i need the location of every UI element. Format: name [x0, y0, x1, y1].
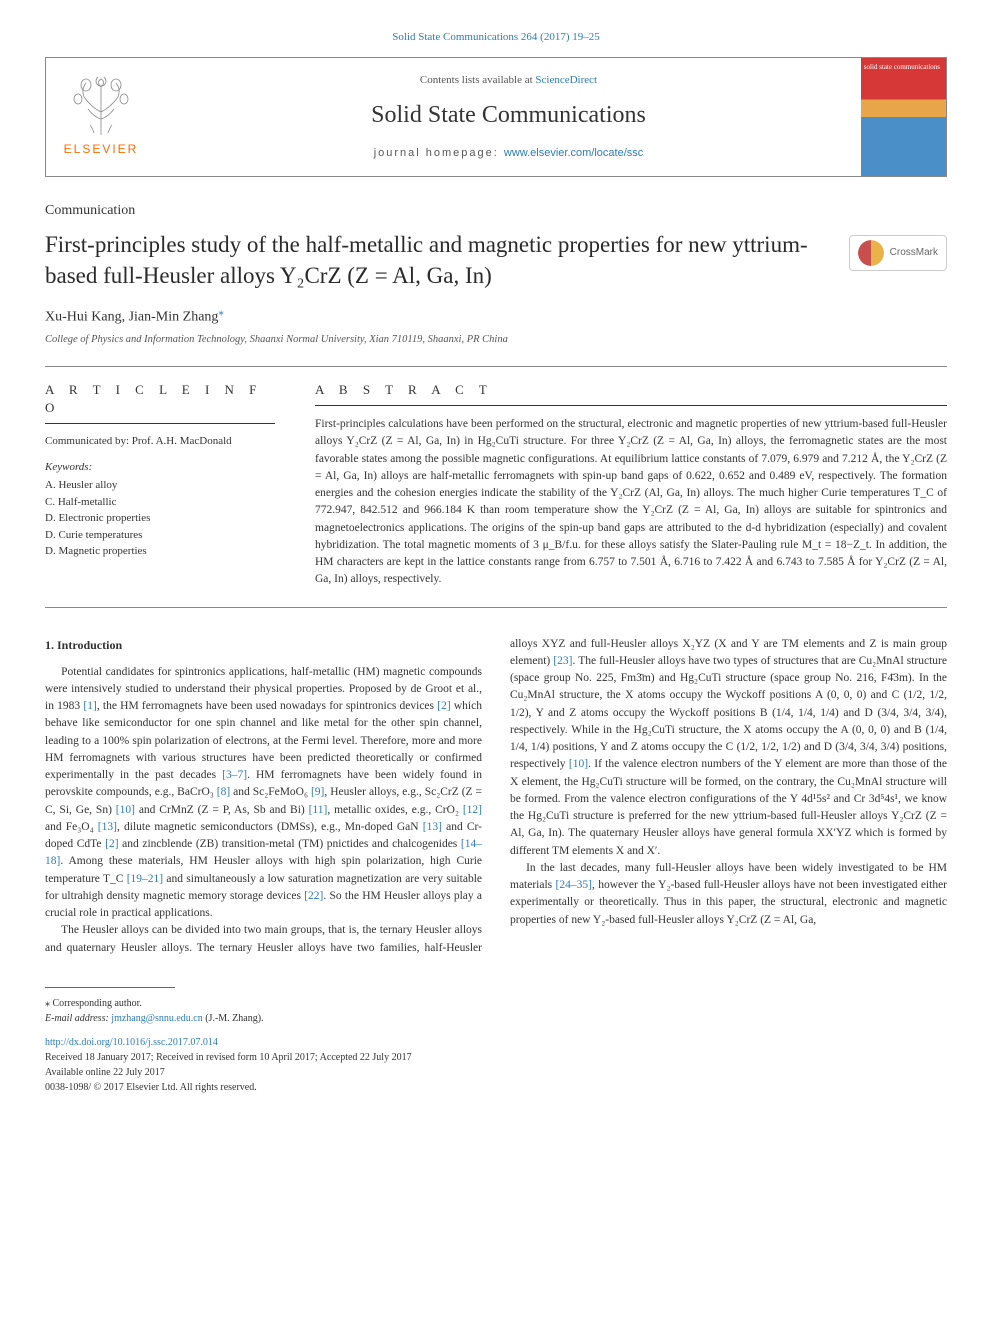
journal-homepage-link[interactable]: www.elsevier.com/locate/ssc [504, 147, 643, 159]
author-email-link[interactable]: jmzhang@snnu.edu.cn [111, 1013, 202, 1024]
citation-link[interactable]: [8] [217, 786, 230, 798]
keywords-list: A. Heusler alloy C. Half-metallic D. Ele… [45, 477, 275, 560]
abstract-heading: A B S T R A C T [315, 381, 947, 399]
citation-link[interactable]: [22] [304, 890, 323, 902]
abstract-rule [315, 405, 947, 406]
cover-thumb-text: solid state communications [864, 64, 940, 72]
elsevier-wordmark: ELSEVIER [64, 141, 139, 158]
abstract-block: A B S T R A C T First-principles calcula… [315, 381, 947, 589]
intro-para-1: Potential candidates for spintronics app… [45, 664, 482, 923]
citation-link[interactable]: [1] [83, 700, 96, 712]
elsevier-tree-icon [66, 77, 136, 137]
author-names: Xu-Hui Kang, Jian-Min Zhang [45, 310, 218, 325]
citation-link[interactable]: [24–35] [556, 879, 592, 891]
header-center: Contents lists available at ScienceDirec… [156, 73, 861, 161]
info-rule [45, 423, 275, 424]
keyword-item: C. Half-metallic [45, 494, 275, 511]
running-header: Solid State Communications 264 (2017) 19… [45, 30, 947, 45]
corresponding-author-footnote: ⁎ Corresponding author. E-mail address: … [45, 996, 947, 1026]
crossmark-icon [858, 240, 884, 266]
homepage-prefix: journal homepage: [374, 147, 504, 159]
citation-link[interactable]: [2] [437, 700, 450, 712]
authors-line: Xu-Hui Kang, Jian-Min Zhang⁎ [45, 305, 947, 327]
body-two-column: 1. Introduction Potential candidates for… [45, 636, 947, 957]
article-type-label: Communication [45, 201, 947, 221]
citation-link[interactable]: [10] [569, 758, 588, 770]
article-title: First-principles study of the half-metal… [45, 229, 829, 291]
abstract-text: First-principles calculations have been … [315, 416, 947, 589]
contents-lists-line: Contents lists available at ScienceDirec… [156, 73, 861, 88]
journal-cover-thumbnail: solid state communications [861, 58, 946, 176]
journal-name: Solid State Communications [156, 99, 861, 133]
doi-line: http://dx.doi.org/10.1016/j.ssc.2017.07.… [45, 1036, 947, 1050]
history-online: Available online 22 July 2017 [45, 1065, 947, 1080]
doi-link[interactable]: http://dx.doi.org/10.1016/j.ssc.2017.07.… [45, 1037, 218, 1048]
citation-link[interactable]: [10] [116, 804, 135, 816]
intro-para-3: In the last decades, many full-Heusler a… [510, 860, 947, 929]
contents-prefix: Contents lists available at [420, 74, 535, 86]
elsevier-logo: ELSEVIER [46, 58, 156, 176]
article-history: Received 18 January 2017; Received in re… [45, 1050, 947, 1095]
corresponding-author-mark: ⁎ [218, 306, 224, 318]
crossmark-badge[interactable]: CrossMark [849, 235, 947, 271]
citation-link[interactable]: [3–7] [222, 769, 247, 781]
keywords-label: Keywords: [45, 460, 275, 475]
journal-homepage-line: journal homepage: www.elsevier.com/locat… [156, 146, 861, 161]
copyright-line: 0038-1098/ © 2017 Elsevier Ltd. All righ… [45, 1080, 947, 1095]
citation-link[interactable]: [2] [105, 838, 118, 850]
keyword-item: D. Electronic properties [45, 510, 275, 527]
citation-link[interactable]: [13] [98, 821, 117, 833]
email-label: E-mail address: [45, 1013, 111, 1024]
communicated-by: Communicated by: Prof. A.H. MacDonald [45, 434, 275, 449]
affiliation: College of Physics and Information Techn… [45, 333, 947, 348]
citation-link[interactable]: [23] [553, 655, 572, 667]
footnote-rule [45, 987, 175, 988]
citation-link[interactable]: [13] [423, 821, 442, 833]
keyword-item: D. Magnetic properties [45, 543, 275, 560]
article-info-heading: A R T I C L E I N F O [45, 381, 275, 417]
crossmark-label: CrossMark [890, 246, 938, 260]
divider-above-info [45, 366, 947, 367]
running-header-link[interactable]: Solid State Communications 264 (2017) 19… [392, 31, 599, 43]
citation-link[interactable]: [11] [309, 804, 328, 816]
keyword-item: A. Heusler alloy [45, 477, 275, 494]
keyword-item: D. Curie temperatures [45, 527, 275, 544]
corr-author-label: ⁎ Corresponding author. [45, 996, 947, 1011]
citation-link[interactable]: [9] [311, 786, 324, 798]
citation-link[interactable]: [12] [463, 804, 482, 816]
journal-header-box: ELSEVIER Contents lists available at Sci… [45, 57, 947, 177]
history-received: Received 18 January 2017; Received in re… [45, 1050, 947, 1065]
sciencedirect-link[interactable]: ScienceDirect [535, 74, 597, 86]
divider-below-abstract [45, 607, 947, 608]
citation-link[interactable]: [19–21] [127, 873, 163, 885]
article-info-block: A R T I C L E I N F O Communicated by: P… [45, 381, 275, 589]
section-heading-intro: 1. Introduction [45, 636, 482, 654]
email-suffix: (J.-M. Zhang). [203, 1013, 264, 1024]
